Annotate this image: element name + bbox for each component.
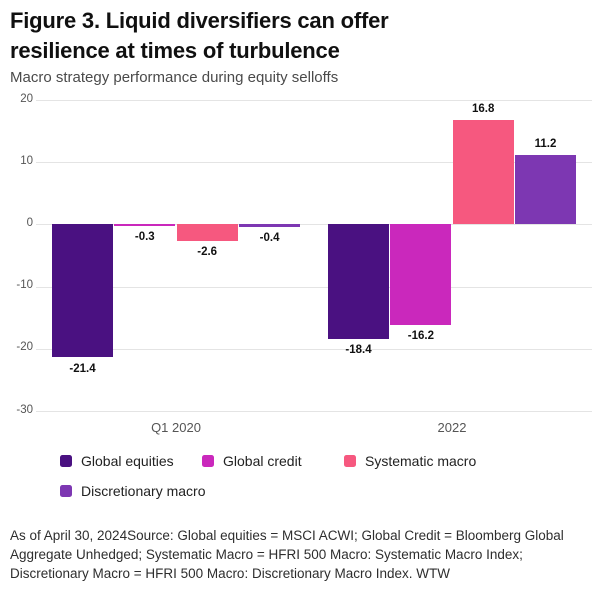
figure-title-line-2: resilience at times of turbulence <box>10 38 340 63</box>
legend-label: Systematic macro <box>365 453 477 469</box>
bar-value-label: 11.2 <box>534 137 557 150</box>
legend-item-global-equities: Global equities <box>60 453 202 469</box>
gridline <box>36 162 592 164</box>
figure-title: Figure 3. Liquid diversifiers can offer … <box>10 6 590 66</box>
legend: Global equities Global credit Systematic… <box>60 453 530 499</box>
y-axis-tick-label: -10 <box>16 279 33 292</box>
legend-item-discretionary-macro: Discretionary macro <box>60 483 206 499</box>
global-credit-swatch-icon <box>202 455 214 467</box>
bar-value-label: -2.6 <box>197 245 218 258</box>
bar-value-label: -0.3 <box>134 231 155 244</box>
y-axis-tick-label: -20 <box>16 341 33 354</box>
y-axis-tick-label: -30 <box>16 403 33 416</box>
legend-label: Global credit <box>223 453 302 469</box>
gridline <box>36 286 592 288</box>
chart: 20 10 0 -10 -20 -30 Q1 2020 -21.4 -0.3 -2.6 -0.4 20… <box>0 90 600 435</box>
gridline <box>36 224 592 226</box>
bar-value-label: -16.2 <box>407 330 434 343</box>
bar <box>239 224 301 227</box>
gridline <box>36 411 592 412</box>
legend-label: Discretionary macro <box>81 483 206 499</box>
global-equities-swatch-icon <box>60 455 72 467</box>
x-axis-category-label: 2022 <box>437 420 467 435</box>
chart-header: Figure 3. Liquid diversifiers can offer … <box>0 0 600 86</box>
systematic-macro-swatch-icon <box>344 455 356 467</box>
legend-item-global-credit: Global credit <box>202 453 344 469</box>
bar <box>114 224 176 227</box>
bar-value-label: -21.4 <box>69 362 96 375</box>
y-axis-tick-label: 0 <box>26 216 33 229</box>
bar <box>176 224 238 241</box>
legend-item-systematic-macro: Systematic macro <box>344 453 486 469</box>
legend-label: Global equities <box>81 453 174 469</box>
source-note: As of April 30, 2024Source: Global equit… <box>10 528 564 581</box>
gridline <box>36 348 592 350</box>
bar-value-label: -0.4 <box>259 231 280 244</box>
figure-title-line-1: Figure 3. Liquid diversifiers can offer <box>10 8 389 33</box>
x-axis-category-label: Q1 2020 <box>151 420 201 435</box>
y-axis-tick-label: 10 <box>20 154 33 167</box>
bar-value-label: 16.8 <box>471 102 495 115</box>
bar <box>515 154 576 225</box>
discretionary-macro-swatch-icon <box>60 485 72 497</box>
bar-value-label: -18.4 <box>345 343 372 356</box>
figure-subtitle: Macro strategy performance during equity… <box>10 69 339 86</box>
bar <box>452 119 514 225</box>
bar <box>52 224 113 358</box>
gridline <box>36 100 592 101</box>
bar <box>390 224 452 326</box>
bar <box>328 224 389 339</box>
y-axis-tick-label: 20 <box>20 92 33 105</box>
